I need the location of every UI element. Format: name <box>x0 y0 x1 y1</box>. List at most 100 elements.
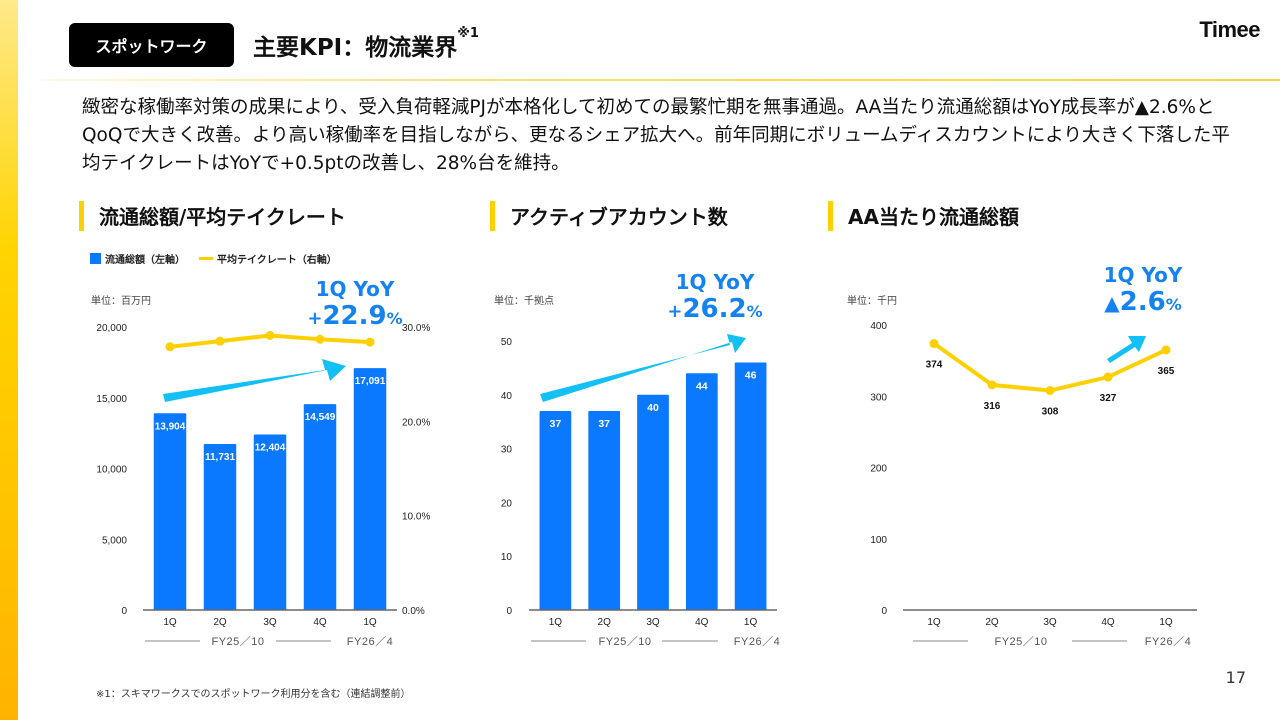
bar-value-label: 37 <box>598 418 610 430</box>
group-label: FY26／4 <box>1145 635 1191 648</box>
legend-square-icon <box>90 253 101 264</box>
y-tick-label: 100 <box>870 535 887 546</box>
x-tick-label: 1Q <box>927 617 941 628</box>
line-point <box>1045 386 1055 396</box>
chart2-yoy-annotation: 1Q YoY +26.2% <box>660 270 770 327</box>
point-value-label: 327 <box>1100 393 1117 404</box>
chart1-title: 流通総額/平均テイクレート <box>79 201 346 231</box>
y-tick-label: 30 <box>501 445 513 456</box>
point-value-label: 308 <box>1042 407 1059 418</box>
y-tick-label: 0 <box>121 606 127 617</box>
y-tick-label: 5,000 <box>102 535 127 546</box>
bar <box>203 444 237 610</box>
line-point <box>987 380 997 390</box>
line-point <box>365 337 375 347</box>
line-point <box>1103 372 1113 382</box>
yoy-label: 1Q YoY <box>315 277 395 301</box>
group-label: FY26／4 <box>347 635 393 648</box>
trend-arrow <box>540 334 746 402</box>
x-tick-label: 1Q <box>163 617 177 628</box>
y2-tick-label: 10.0% <box>402 512 430 523</box>
chart3-unit: 単位：千円 <box>847 296 897 307</box>
bar <box>588 410 621 610</box>
yoy-value: +26.2% <box>667 294 763 324</box>
bar <box>353 368 387 610</box>
bar <box>685 373 718 610</box>
group-label: FY25／10 <box>994 635 1047 648</box>
y-tick-label: 40 <box>501 391 513 402</box>
x-tick-label: 4Q <box>695 617 709 628</box>
bar-value-label: 14,549 <box>305 412 336 423</box>
chart1-yoy-annotation: 1Q YoY +22.9% <box>300 277 410 334</box>
line-point <box>315 334 325 344</box>
y2-tick-label: 30.0% <box>402 323 430 334</box>
y-tick-label: 20,000 <box>96 323 127 334</box>
y2-tick-label: 0.0% <box>402 606 425 617</box>
point-value-label: 374 <box>926 360 943 371</box>
bar-value-label: 12,404 <box>255 442 286 453</box>
bar-value-label: 11,731 <box>205 452 235 463</box>
x-tick-label: 2Q <box>213 617 227 628</box>
y-tick-label: 10 <box>501 552 513 563</box>
y-tick-label: 400 <box>870 321 887 332</box>
bar-value-label: 37 <box>550 418 562 430</box>
x-tick-label: 1Q <box>549 617 563 628</box>
chart3-yoy-annotation: 1Q YoY ▲2.6% <box>1088 263 1198 320</box>
section-tag: スポットワーク <box>69 23 234 67</box>
line-point <box>265 330 275 340</box>
bar <box>637 394 669 610</box>
group-label: FY25／10 <box>211 635 264 648</box>
group-label: FY26／4 <box>734 635 780 648</box>
point-value-label: 365 <box>1158 366 1175 377</box>
footnote: ※1：スキマワークスでのスポットワーク利用分を含む（連結調整前） <box>96 689 411 700</box>
x-tick-label: 2Q <box>598 617 612 628</box>
line-point <box>1161 345 1171 355</box>
line-point <box>165 342 175 352</box>
page-title-text: 主要KPI：物流業界 <box>253 35 458 61</box>
x-tick-label: 1Q <box>1159 617 1173 628</box>
chart2-title: アクティブアカウント数 <box>490 201 728 231</box>
yoy-value: +22.9% <box>307 301 403 331</box>
bar-value-label: 40 <box>647 402 659 414</box>
y2-tick-label: 20.0% <box>402 417 430 428</box>
bar-value-label: 17,091 <box>355 376 386 387</box>
y-tick-label: 300 <box>870 392 887 403</box>
page-title: 主要KPI：物流業界※1 <box>253 26 479 62</box>
x-tick-label: 4Q <box>1101 617 1115 628</box>
legend-item-take-rate: 平均テイクレート（右軸） <box>199 251 337 266</box>
x-tick-label: 3Q <box>1043 617 1057 628</box>
y-tick-label: 0 <box>881 606 887 617</box>
y-tick-label: 15,000 <box>96 394 127 405</box>
yoy-label: 1Q YoY <box>675 270 755 294</box>
x-tick-label: 3Q <box>263 617 277 628</box>
chart1-unit: 単位：百万円 <box>91 296 151 307</box>
bar-value-label: 13,904 <box>155 421 186 432</box>
bar <box>253 434 287 610</box>
line-point <box>929 339 939 349</box>
side-accent-bar <box>0 0 18 720</box>
y-tick-label: 20 <box>501 498 513 509</box>
y-tick-label: 10,000 <box>96 465 127 476</box>
trend-arrow <box>1107 336 1146 363</box>
legend-label: 平均テイクレート（右軸） <box>217 255 337 266</box>
y-tick-label: 200 <box>870 464 887 475</box>
line-point <box>215 336 225 346</box>
y-tick-label: 0 <box>506 606 512 617</box>
bar <box>734 362 767 610</box>
trend-arrow <box>163 359 346 402</box>
yoy-label: 1Q YoY <box>1103 263 1183 287</box>
bar-value-label: 44 <box>696 380 708 392</box>
header-divider <box>40 79 1280 81</box>
chart1-legend: 流通総額（左軸） 平均テイクレート（右軸） <box>90 251 337 266</box>
group-label: FY25／10 <box>598 635 651 648</box>
chart3-title: AA当たり流通総額 <box>828 201 1019 231</box>
yoy-value: ▲2.6% <box>1104 287 1182 317</box>
x-tick-label: 2Q <box>985 617 999 628</box>
x-tick-label: 3Q <box>646 617 660 628</box>
bar-value-label: 46 <box>745 370 757 382</box>
y-tick-label: 50 <box>501 337 513 348</box>
summary-text: 緻密な稼働率対策の成果により、受入負荷軽減PJが本格化して初めての最繁忙期を無事… <box>82 97 1230 174</box>
bar <box>303 404 337 610</box>
bar <box>539 410 572 610</box>
